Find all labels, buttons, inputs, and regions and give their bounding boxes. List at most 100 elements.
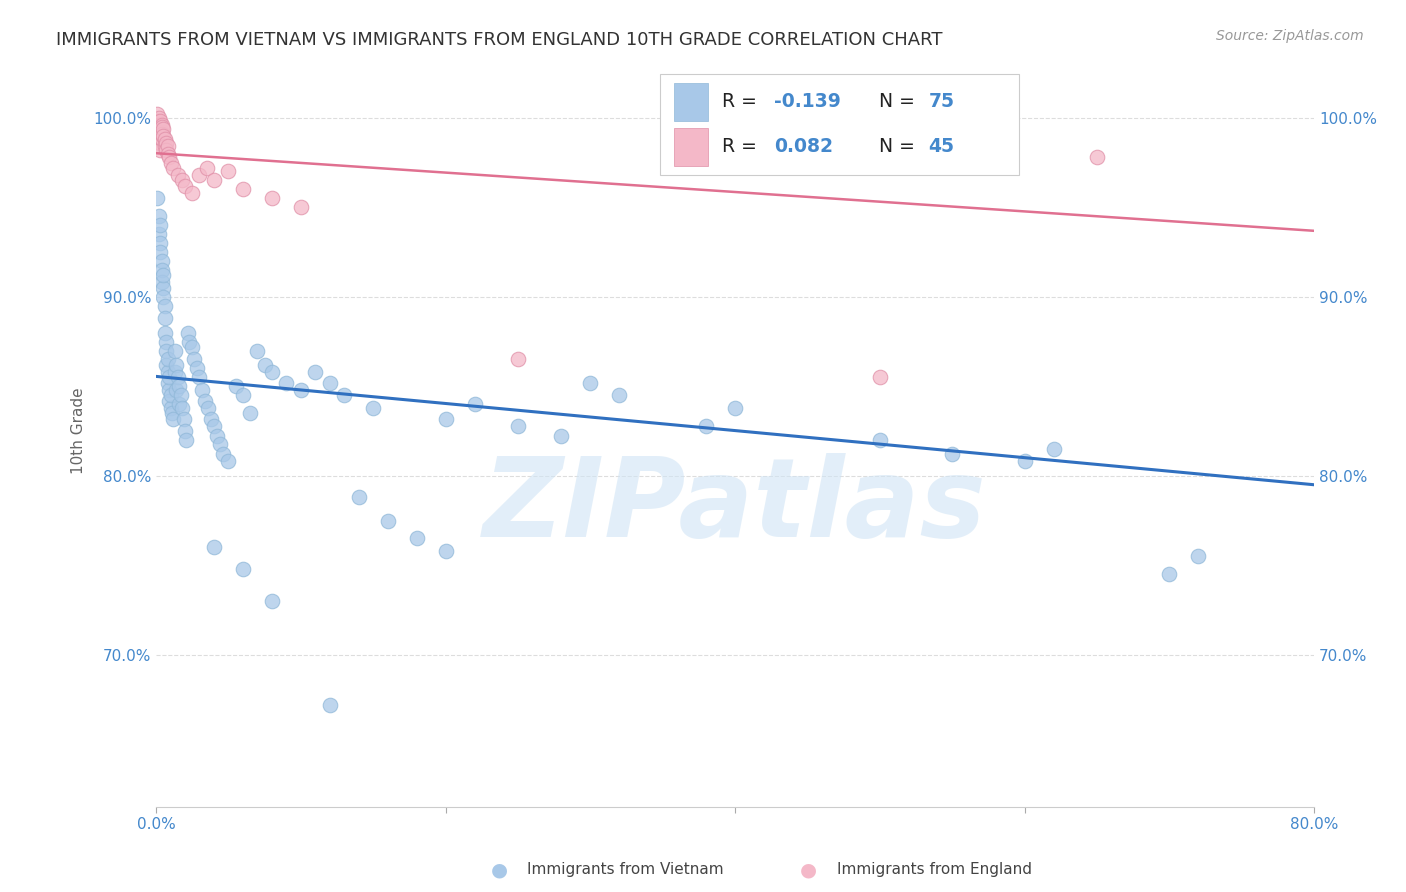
Point (162, 161, 184, 175)
Point (173, 411, 195, 425)
Point (941, 447, 963, 461)
Point (434, 411, 457, 425)
Point (290, 200, 312, 214)
Y-axis label: 10th Grade: 10th Grade (72, 388, 86, 475)
Point (148, 111, 170, 125)
Point (163, 365, 186, 379)
Point (159, 401, 181, 415)
Point (179, 334, 201, 349)
Text: 45: 45 (928, 137, 955, 156)
Point (260, 191, 283, 205)
Text: IMMIGRANTS FROM VIETNAM VS IMMIGRANTS FROM ENGLAND 10TH GRADE CORRELATION CHART: IMMIGRANTS FROM VIETNAM VS IMMIGRANTS FR… (56, 31, 943, 49)
FancyBboxPatch shape (673, 83, 709, 120)
FancyBboxPatch shape (659, 74, 1019, 176)
Point (1085, 150, 1108, 164)
Point (225, 379, 247, 393)
Point (217, 454, 239, 468)
Point (146, 107, 169, 121)
Point (152, 268, 174, 283)
Point (319, 698, 342, 712)
Point (157, 393, 180, 408)
Point (150, 263, 173, 277)
Point (149, 143, 172, 157)
Point (148, 209, 170, 223)
Point (181, 340, 204, 354)
Point (156, 139, 179, 153)
Point (260, 365, 283, 379)
Point (377, 514, 399, 528)
Point (172, 173, 194, 187)
Point (191, 383, 214, 397)
Point (506, 352, 529, 367)
Point (1014, 454, 1036, 468)
Point (579, 376, 602, 390)
Point (153, 326, 176, 340)
Point (434, 544, 457, 558)
Point (149, 128, 172, 143)
Point (148, 118, 170, 132)
Point (202, 418, 225, 433)
Text: N =: N = (879, 137, 921, 156)
Point (183, 352, 205, 367)
Point (1042, 442, 1064, 456)
Point (200, 411, 222, 425)
Text: ●: ● (800, 860, 817, 880)
Point (150, 118, 173, 132)
Point (152, 121, 174, 136)
Point (156, 352, 179, 367)
Text: R =: R = (723, 137, 763, 156)
Point (165, 358, 187, 372)
Point (276, 376, 298, 390)
Point (146, 121, 169, 136)
Point (333, 388, 356, 402)
Point (695, 418, 717, 433)
Point (159, 155, 181, 169)
Point (1375, 102, 1398, 116)
Text: R =: R = (723, 92, 763, 112)
Point (157, 383, 180, 397)
Text: 75: 75 (928, 92, 955, 112)
Point (152, 281, 174, 295)
Text: 0.082: 0.082 (775, 137, 834, 156)
Point (165, 383, 187, 397)
Point (155, 334, 177, 349)
Point (155, 136, 177, 150)
Point (202, 541, 225, 555)
Point (246, 343, 269, 358)
Point (607, 388, 630, 402)
Point (153, 299, 176, 313)
Point (1159, 567, 1181, 582)
Point (174, 178, 197, 193)
Point (148, 139, 170, 153)
Point (361, 401, 384, 415)
Point (159, 388, 181, 402)
Point (149, 114, 172, 128)
Point (166, 370, 188, 384)
Point (163, 343, 186, 358)
Point (169, 388, 191, 402)
Point (149, 121, 172, 136)
Point (232, 182, 254, 196)
Point (290, 383, 312, 397)
Text: Immigrants from Vietnam: Immigrants from Vietnam (527, 863, 724, 877)
Point (194, 393, 217, 408)
Point (149, 245, 172, 260)
Point (150, 254, 173, 268)
Point (146, 114, 169, 128)
Point (232, 388, 254, 402)
Text: ●: ● (491, 860, 508, 880)
Point (155, 143, 177, 157)
Point (724, 401, 747, 415)
Point (155, 343, 177, 358)
Point (167, 379, 190, 393)
Point (177, 326, 200, 340)
Point (148, 125, 170, 139)
Point (149, 136, 172, 150)
Point (304, 365, 326, 379)
Point (150, 127, 173, 141)
Point (205, 429, 228, 443)
FancyBboxPatch shape (673, 128, 709, 166)
Point (176, 433, 198, 447)
Point (869, 370, 891, 384)
Text: -0.139: -0.139 (775, 92, 841, 112)
